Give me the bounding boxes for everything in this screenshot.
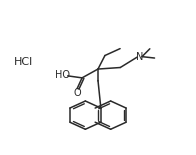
Text: HCl: HCl (14, 57, 33, 67)
Text: O: O (73, 88, 81, 97)
Text: HO: HO (55, 70, 70, 80)
Text: N: N (136, 52, 144, 62)
